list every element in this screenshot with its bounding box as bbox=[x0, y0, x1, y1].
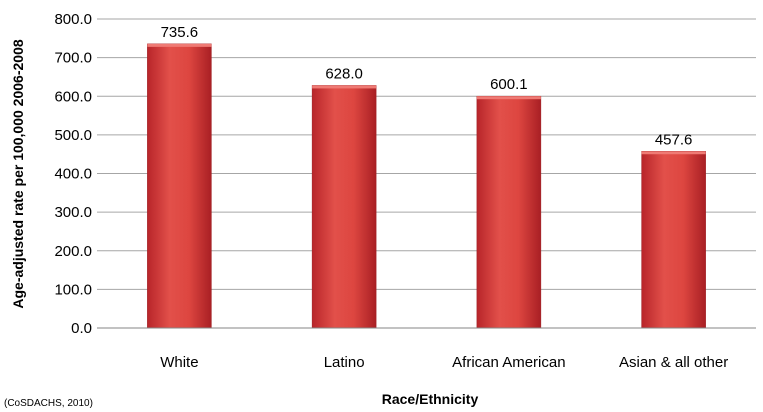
x-tick-label: Latino bbox=[324, 354, 365, 371]
data-label: 735.6 bbox=[161, 24, 199, 41]
x-tick-label: White bbox=[160, 354, 198, 371]
data-label: 600.1 bbox=[490, 76, 528, 93]
y-tick-label: 600.0 bbox=[54, 88, 92, 105]
data-label: 628.0 bbox=[325, 65, 363, 82]
x-axis-title: Race/Ethnicity bbox=[382, 391, 479, 407]
y-tick-label: 200.0 bbox=[54, 243, 92, 260]
bar bbox=[641, 151, 706, 329]
x-tick-label: African American bbox=[452, 354, 565, 371]
source-note: (CoSDACHS, 2010) bbox=[4, 398, 93, 409]
y-tick-label: 800.0 bbox=[54, 11, 92, 28]
y-axis-title: Age-adjusted rate per 100,000 2006-2008 bbox=[10, 39, 26, 308]
bar-highlight bbox=[641, 151, 706, 155]
y-tick-label: 400.0 bbox=[54, 166, 92, 183]
bar-highlight bbox=[147, 43, 212, 47]
y-tick-labels: 0.0 100.0 200.0 300.0 400.0 500.0 600.0 700.0 80… bbox=[54, 11, 92, 337]
y-tick-label: 500.0 bbox=[54, 127, 92, 144]
y-tick-label: 700.0 bbox=[54, 50, 92, 67]
x-tick-label: Asian & all other bbox=[619, 354, 728, 371]
y-tick-label: 0.0 bbox=[71, 320, 92, 337]
data-label: 457.6 bbox=[655, 131, 693, 148]
bar-highlight bbox=[312, 85, 377, 89]
bars bbox=[147, 43, 706, 329]
bar bbox=[311, 85, 377, 329]
bar bbox=[147, 43, 212, 329]
x-tick-labels: White Latino African American Asian & all o… bbox=[160, 354, 728, 371]
bar bbox=[476, 95, 542, 329]
bar-highlight bbox=[476, 96, 541, 100]
data-labels: 735.6 628.0 600.1 457.6 bbox=[161, 24, 693, 148]
y-tick-label: 300.0 bbox=[54, 204, 92, 221]
y-tick-label: 100.0 bbox=[54, 281, 92, 298]
